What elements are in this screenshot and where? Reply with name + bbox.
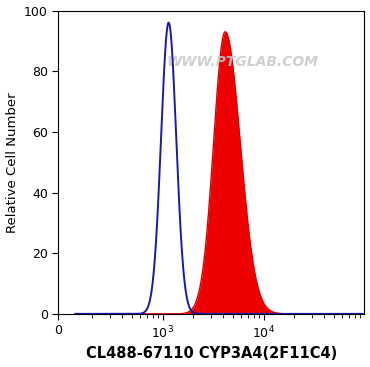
Text: WWW.PTGLAB.COM: WWW.PTGLAB.COM	[166, 55, 318, 69]
X-axis label: CL488-67110 CYP3A4(2F11C4): CL488-67110 CYP3A4(2F11C4)	[86, 346, 337, 361]
Y-axis label: Relative Cell Number: Relative Cell Number	[6, 92, 18, 233]
